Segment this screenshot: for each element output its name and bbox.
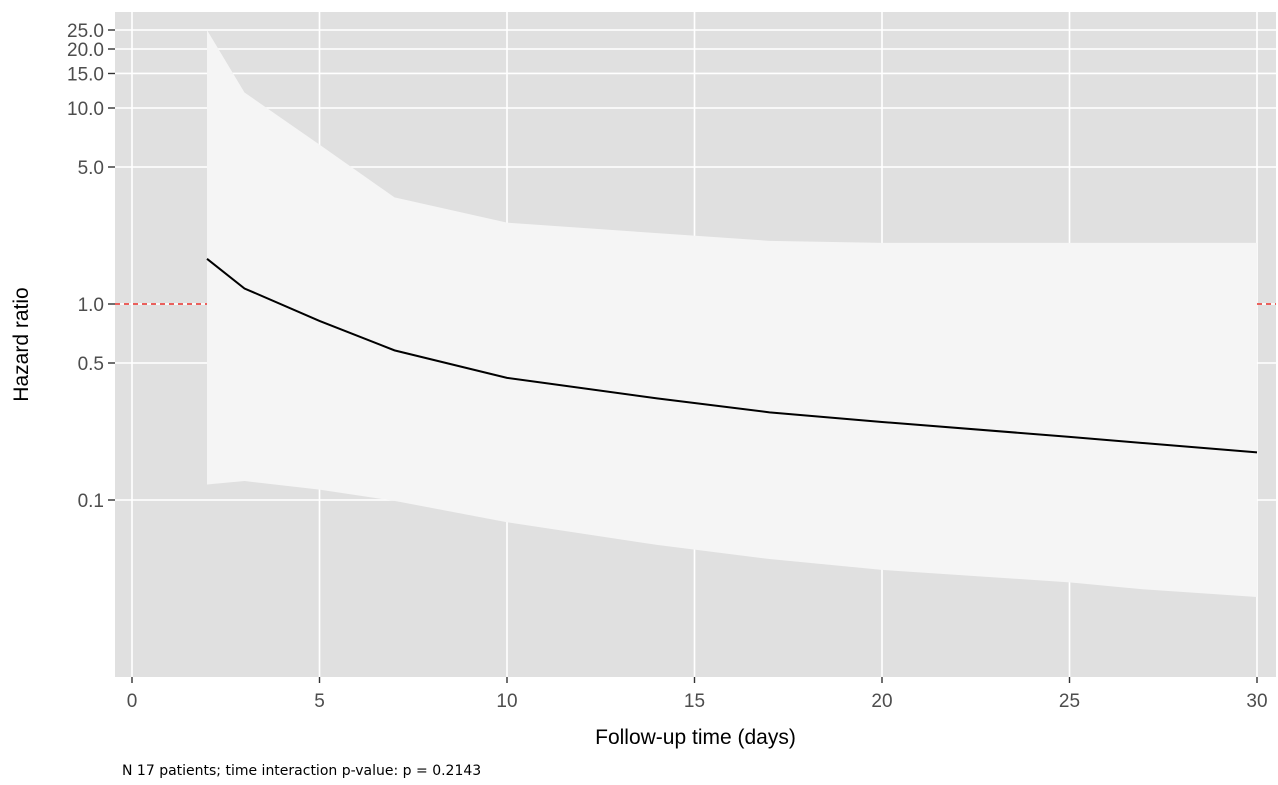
x-tick-label-4: 20 xyxy=(871,691,892,712)
y-axis-ticks: 0.1 0.5 1.0 5.0 10.0 15.0 20.025.0 xyxy=(67,21,115,512)
y-tick-label-5: 15.0 xyxy=(67,64,104,85)
confidence-band xyxy=(207,30,1257,597)
x-tick-label-1: 5 xyxy=(314,691,325,712)
y-tick-label-6: 20.0 xyxy=(67,40,104,61)
x-tick-label-3: 15 xyxy=(684,691,705,712)
y-tick-label-3: 5.0 xyxy=(78,158,104,179)
x-axis-ticks: 0 5 10 15 20 25 30 xyxy=(127,677,1268,712)
x-axis-title: Follow-up time (days) xyxy=(595,726,796,749)
y-tick-label-7: 25.0 xyxy=(67,21,104,42)
y-tick-label-1: 0.5 xyxy=(78,354,104,375)
y-tick-label-0: 0.1 xyxy=(78,491,104,512)
y-axis-title: Hazard ratio xyxy=(10,287,33,401)
chart-caption: N 17 patients; time interaction p-value:… xyxy=(122,763,482,779)
hazard-ratio-line xyxy=(206,258,1258,454)
hazard-ratio-chart: 0.1 0.5 1.0 5.0 10.0 15.0 20.025.0 0 5 10 15 20 25 3… xyxy=(10,12,1276,749)
y-tick-label-4: 10.0 xyxy=(67,99,104,120)
x-tick-label-0: 0 xyxy=(127,691,138,712)
x-tick-label-2: 10 xyxy=(496,691,517,712)
x-tick-label-5: 25 xyxy=(1059,691,1080,712)
x-tick-label-6: 30 xyxy=(1246,691,1267,712)
y-tick-label-2: 1.0 xyxy=(78,295,104,316)
